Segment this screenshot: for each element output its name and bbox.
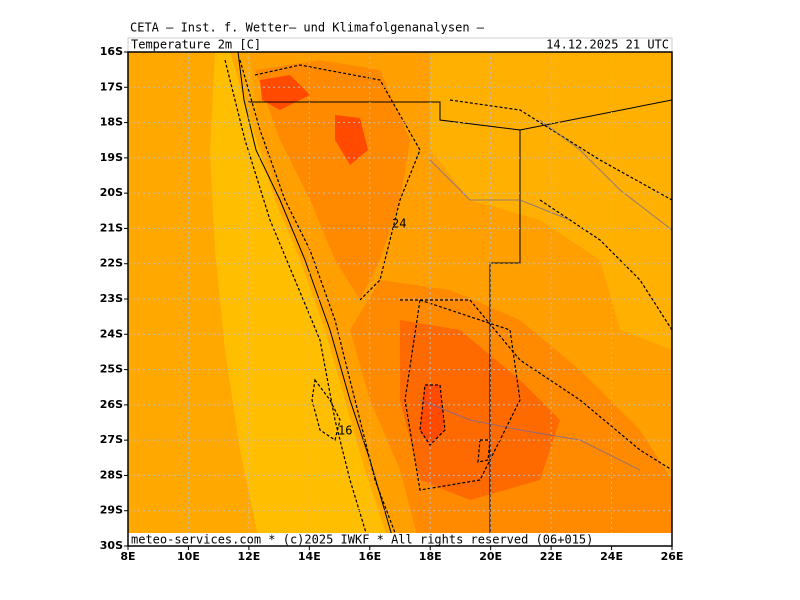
lon-label: 22E bbox=[540, 550, 563, 563]
lon-label: 20E bbox=[479, 550, 502, 563]
lat-label: 28S bbox=[100, 468, 123, 481]
lon-label: 16E bbox=[358, 550, 381, 563]
map-area bbox=[128, 52, 672, 546]
contour-label: 16 bbox=[338, 424, 352, 438]
lat-label: 29S bbox=[100, 504, 123, 517]
time-label: 14.12.2025 21 UTC bbox=[546, 38, 669, 52]
map-title: CETA – Inst. f. Wetter– und Klimafolgena… bbox=[130, 21, 485, 35]
lat-label: 16S bbox=[100, 45, 123, 58]
field-label: Temperature 2m [C] bbox=[131, 38, 261, 52]
lat-label: 23S bbox=[100, 292, 123, 305]
lon-label: 14E bbox=[298, 550, 321, 563]
lon-label: 12E bbox=[237, 550, 260, 563]
lon-label: 10E bbox=[177, 550, 200, 563]
lat-label: 30S bbox=[100, 539, 123, 552]
lon-label: 8E bbox=[120, 550, 135, 563]
lon-label: 24E bbox=[600, 550, 623, 563]
lat-label: 19S bbox=[100, 151, 123, 164]
lat-label: 20S bbox=[100, 186, 123, 199]
contour-label: 24 bbox=[392, 217, 406, 231]
lon-label: 18E bbox=[419, 550, 442, 563]
lat-label: 24S bbox=[100, 327, 123, 340]
lon-label: 26E bbox=[661, 550, 684, 563]
lat-label: 27S bbox=[100, 433, 123, 446]
lat-label: 22S bbox=[100, 257, 123, 270]
footer-credit: meteo-services.com * (c)2025 IWKF * All … bbox=[131, 533, 593, 547]
lat-label: 17S bbox=[100, 80, 123, 93]
lat-label: 26S bbox=[100, 398, 123, 411]
footer-box bbox=[128, 533, 672, 546]
lat-label: 21S bbox=[100, 221, 123, 234]
lat-label: 18S bbox=[100, 116, 123, 129]
lat-label: 25S bbox=[100, 363, 123, 376]
